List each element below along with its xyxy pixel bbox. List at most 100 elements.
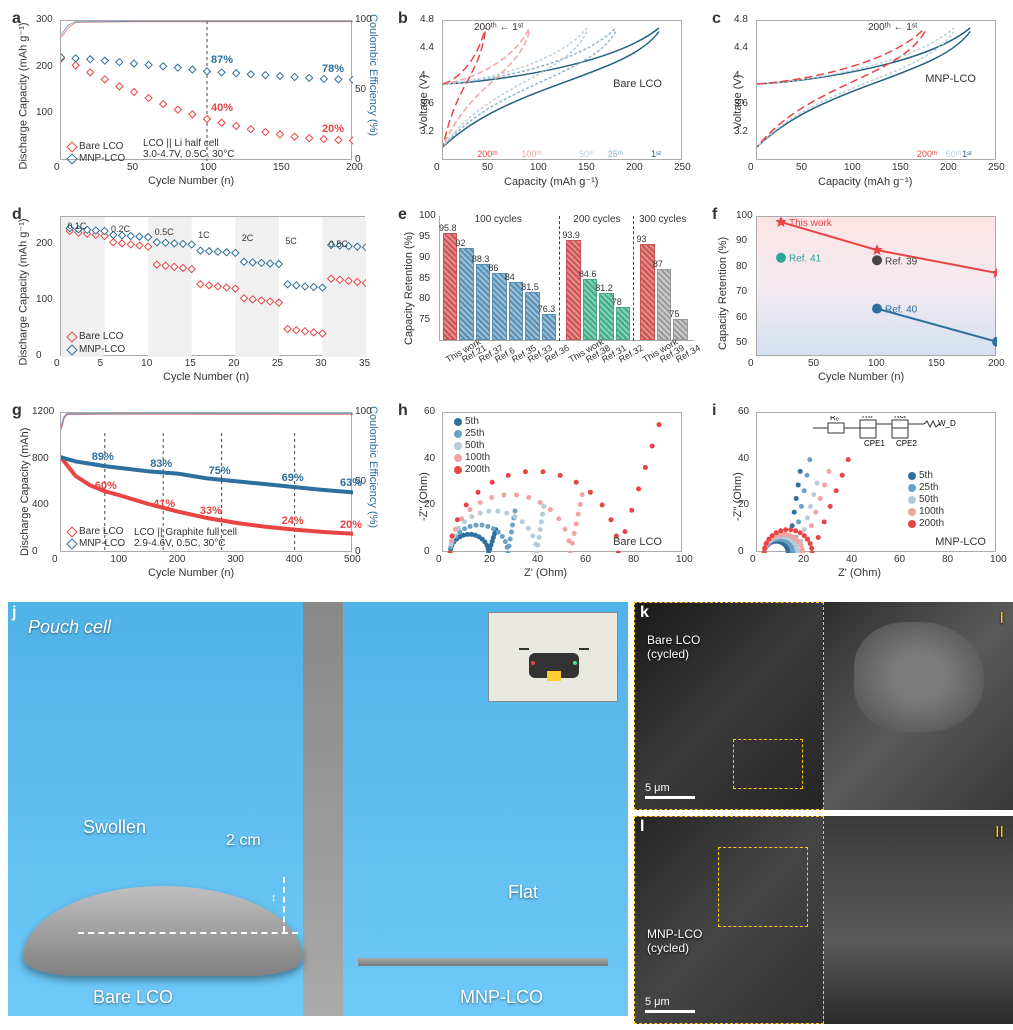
panel-d: d Discharge Capacity (mAh g⁻¹) Cycle Num… xyxy=(8,204,388,394)
svg-text:100ᵗʰ: 100ᵗʰ xyxy=(521,149,542,159)
a-legend-mnp-label: MNP-LCO xyxy=(79,153,125,164)
g-xlabel: Cycle Number (n) xyxy=(148,567,234,579)
svg-text:Ref. 39: Ref. 39 xyxy=(885,256,918,267)
svg-text:50ᵗʰ: 50ᵗʰ xyxy=(946,149,962,159)
pouch-photo: Pouch cell Swollen Flat 2 cm Bare LCO MN… xyxy=(8,602,628,1016)
svg-text:W_D: W_D xyxy=(938,419,956,428)
g-legend-bare: Bare LCO xyxy=(68,526,123,537)
sem-grid: k Bare LCO (cycled) 5 μm I l MNP-LCO (cy… xyxy=(634,602,1013,1024)
g-ylabel-left: Discharge Capacity (mAh) xyxy=(19,406,31,556)
f-xlabel: Cycle Number (n) xyxy=(818,371,904,383)
svg-text:1ˢᵗ: 1ˢᵗ xyxy=(651,149,661,159)
svg-text:200ᵗʰ: 200ᵗʰ xyxy=(917,149,938,159)
svg-text:50ᵗʰ: 50ᵗʰ xyxy=(579,149,595,159)
k-scalebar-text: 5 μm xyxy=(645,782,670,794)
j-bare-label: Bare LCO xyxy=(93,987,173,1008)
panel-f: f This workRef. 40Ref. 41Ref. 39 Capacit… xyxy=(708,204,1013,394)
sem-row-l: l MNP-LCO (cycled) 5 μm II xyxy=(634,816,1013,1024)
b-title: Bare LCO xyxy=(613,78,662,90)
pouch-title: Pouch cell xyxy=(28,617,111,638)
svg-text:Ref. 41: Ref. 41 xyxy=(789,254,822,265)
l-inset-label: II xyxy=(995,824,1004,842)
equivalent-circuit: CPE1 CPE2 Rₑ Rₛf Rct W_D xyxy=(808,416,988,451)
plot-f-area: This work Ref. 40 Ref. 41 Ref. 39 xyxy=(756,216,996,356)
h-xlabel: Z' (Ohm) xyxy=(524,567,567,579)
b-arrow: 200ᵗʰ ← 1ˢᵗ xyxy=(474,22,523,33)
svg-text:1ˢᵗ: 1ˢᵗ xyxy=(962,149,972,159)
svg-text:Rₑ: Rₑ xyxy=(830,416,839,422)
i-xlabel: Z' (Ohm) xyxy=(838,567,881,579)
a-ylabel-right: Coulombic Efficiency (%) xyxy=(367,14,379,164)
panel-h-label: h xyxy=(398,402,408,420)
svg-text:CPE1: CPE1 xyxy=(864,439,885,448)
d-legend-mnp-label: MNP-LCO xyxy=(79,344,125,355)
l-caption: MNP-LCO (cycled) xyxy=(647,927,702,955)
ruler xyxy=(303,602,343,1016)
b-ylabel: Voltage (V) xyxy=(418,49,430,129)
l-scalebar: 5 μm xyxy=(645,996,695,1013)
sem-k-left: Bare LCO (cycled) 5 μm xyxy=(634,602,824,810)
plot-b-area: 1ˢᵗ25ᵗʰ50ᵗʰ100ᵗʰ200ᵗʰ xyxy=(442,20,682,160)
panel-d-label: d xyxy=(12,206,22,224)
a-ylabel-left: Discharge Capacity (mAh g⁻¹) xyxy=(17,10,30,170)
d-legend-bare-label: Bare LCO xyxy=(79,331,123,342)
c-title: MNP-LCO xyxy=(925,73,976,85)
d-ylabel: Discharge Capacity (mAh g⁻¹) xyxy=(17,206,30,366)
svg-text:This work: This work xyxy=(789,218,833,229)
panel-g: g Discharge Capacity (mAh) Coulombic Eff… xyxy=(8,400,388,590)
panel-a-label: a xyxy=(12,10,21,28)
sem-l-left: MNP-LCO (cycled) 5 μm xyxy=(634,816,824,1024)
panel-b: b 1ˢᵗ25ᵗʰ50ᵗʰ100ᵗʰ200ᵗʰ Voltage (V) Capa… xyxy=(394,8,702,198)
svg-text:200ᵗʰ: 200ᵗʰ xyxy=(477,149,498,159)
panel-j: j Pouch cell Swollen Flat 2 cm Bare LCO … xyxy=(8,602,628,1024)
panel-f-label: f xyxy=(712,206,717,224)
diamond-icon xyxy=(66,538,77,549)
k-inset-label: I xyxy=(1000,610,1004,628)
panel-h: h -Z'' (Ohm) Z' (Ohm) 020406080100020406… xyxy=(394,400,702,590)
panel-c: c 1ˢᵗ50ᵗʰ200ᵗʰ Voltage (V) Capacity (mAh… xyxy=(708,8,1013,198)
g-condition: LCO || Graphite full cell 2.9-4.6V, 0.5C… xyxy=(134,527,237,549)
plot-c-area: 1ˢᵗ50ᵗʰ 200ᵗʰ xyxy=(756,20,996,160)
c-arrow: 200ᵗʰ ← 1ˢᵗ xyxy=(868,22,917,33)
b-xlabel: Capacity (mAh g⁻¹) xyxy=(504,175,598,188)
svg-text:CPE2: CPE2 xyxy=(896,439,917,448)
drone-icon xyxy=(529,653,579,678)
panel-g-label: g xyxy=(12,402,22,420)
drone-inset xyxy=(488,612,618,702)
c-ylabel: Voltage (V) xyxy=(732,49,744,129)
pouch-swollen xyxy=(23,886,303,976)
a-condition: LCO || Li half cell 3.0-4.7V, 0.5C, 30°C xyxy=(143,138,234,160)
i-title: MNP-LCO xyxy=(935,536,986,548)
panel-i: i -Z'' (Ohm) Z' (Ohm) 020406080100020406… xyxy=(708,400,1013,590)
a-xlabel: Cycle Number (n) xyxy=(148,175,234,187)
panel-l-label: l xyxy=(640,818,644,836)
svg-text:Rₛf: Rₛf xyxy=(862,416,874,420)
panel-a: a Discharge Capacity (mAh g⁻¹) Coulombic… xyxy=(8,8,388,198)
ruler-text: 2 cm xyxy=(226,832,261,850)
j-mnp-label: MNP-LCO xyxy=(460,987,543,1008)
panel-k-label: k xyxy=(640,604,649,622)
diamond-icon xyxy=(66,141,77,152)
svg-text:Ref. 40: Ref. 40 xyxy=(885,305,918,316)
diamond-icon xyxy=(66,344,77,355)
h-title: Bare LCO xyxy=(613,536,662,548)
d-xlabel: Cycle Number (n) xyxy=(163,371,249,383)
a-legend-bare-label: Bare LCO xyxy=(79,141,123,152)
swollen-label: Swollen xyxy=(83,817,146,838)
pouch-flat xyxy=(358,958,608,966)
diamond-icon xyxy=(66,526,77,537)
panel-b-label: b xyxy=(398,10,408,28)
sem-row-k: k Bare LCO (cycled) 5 μm I xyxy=(634,602,1013,810)
panel-e-label: e xyxy=(398,206,407,224)
e-ylabel: Capacity Retention (%) xyxy=(403,215,415,345)
panel-e: e Capacity Retention (%) 7580859095100 1… xyxy=(394,204,702,394)
d-legend-mnp: MNP-LCO xyxy=(68,344,125,355)
diamond-icon xyxy=(66,153,77,164)
l-scalebar-text: 5 μm xyxy=(645,996,670,1008)
flat-label: Flat xyxy=(508,882,538,903)
svg-text:Rct: Rct xyxy=(894,416,907,420)
panel-c-label: c xyxy=(712,10,721,28)
g-ylabel-right: Coulombic Efficiency (%) xyxy=(367,406,379,556)
panel-j-label: j xyxy=(12,604,16,622)
a-legend-bare: Bare LCO xyxy=(68,141,123,152)
